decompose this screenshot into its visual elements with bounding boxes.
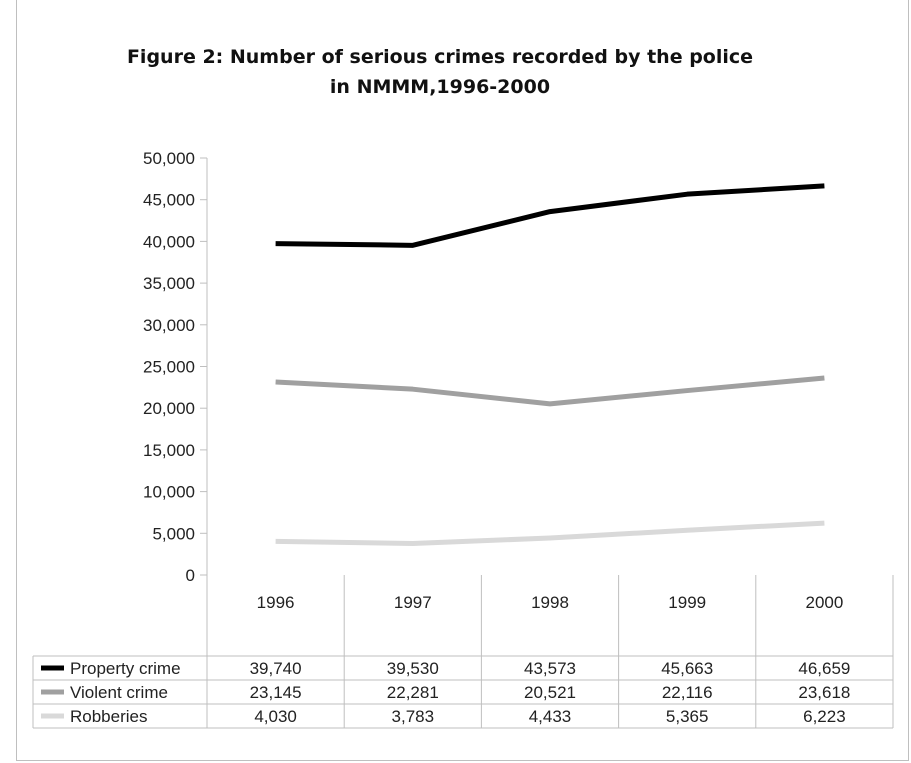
x-category-label: 1997	[394, 593, 432, 612]
table-value: 4,433	[529, 707, 572, 726]
table-value: 23,618	[798, 683, 850, 702]
table-value: 4,030	[254, 707, 297, 726]
y-tick-label: 45,000	[143, 191, 195, 210]
y-tick-label: 35,000	[143, 274, 195, 293]
table-value: 39,740	[250, 659, 302, 678]
x-category-label: 1996	[257, 593, 295, 612]
table-value: 20,521	[524, 683, 576, 702]
series-line-0	[275, 183, 825, 248]
table-value: 43,573	[524, 659, 576, 678]
x-category-label: 1998	[531, 593, 569, 612]
chart-frame	[16, 0, 909, 761]
y-tick-label: 15,000	[143, 441, 195, 460]
y-tick-label: 25,000	[143, 358, 195, 377]
series-line-1	[275, 375, 825, 407]
table-value: 6,223	[803, 707, 846, 726]
y-tick-label: 0	[186, 566, 195, 585]
x-category-label: 2000	[805, 593, 843, 612]
y-tick-label: 40,000	[143, 232, 195, 251]
table-value: 3,783	[392, 707, 435, 726]
y-tick-label: 5,000	[152, 524, 195, 543]
table-value: 45,663	[661, 659, 713, 678]
table-value: 39,530	[387, 659, 439, 678]
chart-title-line-1: Figure 2: Number of serious crimes recor…	[126, 46, 754, 68]
chart-title: Figure 2: Number of serious crimes recor…	[60, 42, 820, 102]
table-value: 46,659	[798, 659, 850, 678]
table-value: 23,145	[250, 683, 302, 702]
legend-label-1: Violent crime	[70, 683, 168, 702]
y-tick-label: 50,000	[143, 149, 195, 168]
table-value: 5,365	[666, 707, 709, 726]
table-value: 22,281	[387, 683, 439, 702]
chart-title-line-2: in NMMM,1996-2000	[329, 76, 551, 98]
y-tick-label: 10,000	[143, 483, 195, 502]
series-line-2	[275, 520, 825, 546]
table-value: 22,116	[662, 683, 713, 702]
x-category-label: 1999	[668, 593, 706, 612]
legend-label-2: Robberies	[70, 707, 148, 726]
y-tick-label: 20,000	[143, 399, 195, 418]
y-tick-label: 30,000	[143, 316, 195, 335]
legend-label-0: Property crime	[70, 659, 181, 678]
